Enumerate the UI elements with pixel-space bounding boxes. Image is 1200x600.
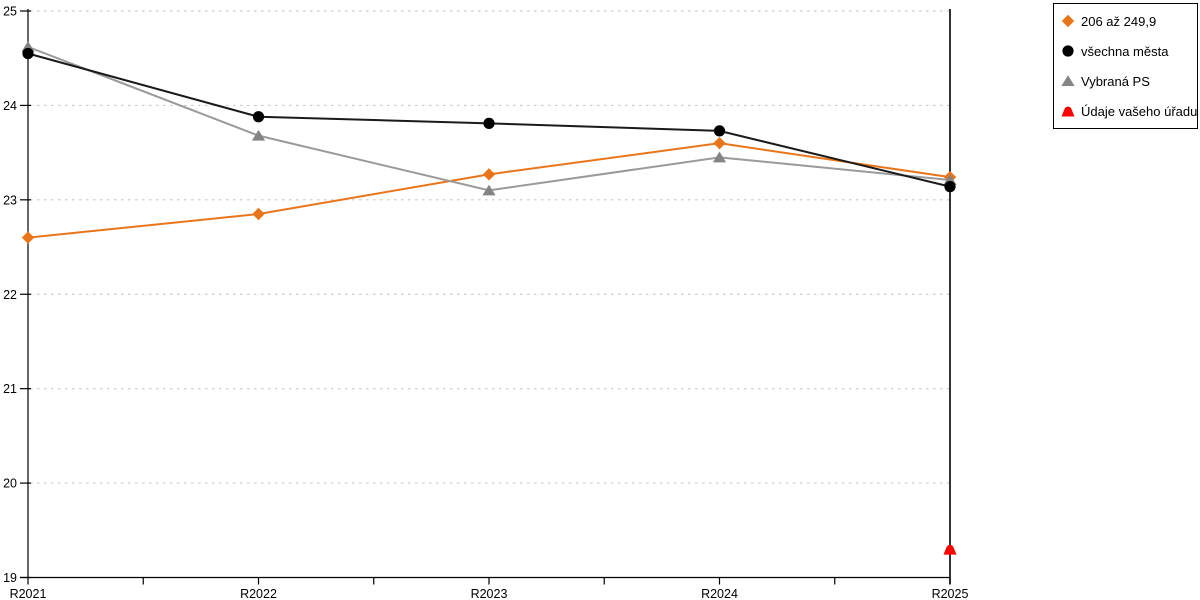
legend-label: všechna města	[1081, 43, 1169, 59]
diamond-icon	[1060, 14, 1076, 28]
svg-text:20: 20	[3, 477, 17, 491]
legend-item-206-az-249: 206 až 249,9	[1060, 14, 1195, 28]
svg-text:R2023: R2023	[471, 587, 508, 600]
axes	[20, 9, 951, 585]
svg-text:23: 23	[3, 193, 17, 207]
svg-text:R2021: R2021	[10, 587, 47, 600]
legend-label: 206 až 249,9	[1081, 13, 1157, 29]
legend-label: Vybraná PS	[1081, 73, 1150, 89]
rounded-triangle-icon	[1060, 104, 1076, 118]
gridlines	[30, 10, 950, 484]
series-1	[21, 136, 957, 244]
legend-label: Údaje vašeho úřadu	[1081, 103, 1198, 119]
legend-item-vybrana-ps: Vybraná PS	[1060, 74, 1195, 88]
svg-text:21: 21	[3, 382, 17, 396]
x-axis-labels: R2021 R2022 R2023 R2024 R2025	[10, 587, 969, 600]
y-axis-labels: 19 20 21 22 23 24 25	[3, 5, 17, 586]
svg-text:22: 22	[3, 288, 17, 302]
series-4	[943, 544, 957, 555]
svg-text:R2024: R2024	[701, 587, 738, 600]
circle-icon	[1060, 44, 1076, 58]
svg-text:R2022: R2022	[240, 587, 277, 600]
series-2	[22, 47, 956, 193]
svg-text:R2025: R2025	[932, 587, 969, 600]
triangle-icon	[1060, 74, 1076, 88]
svg-text:24: 24	[3, 99, 17, 113]
svg-text:19: 19	[3, 571, 17, 585]
legend-item-vsechna-mesta: všechna města	[1060, 44, 1195, 58]
legend-item-udaje-vaseho-uradu: Údaje vašeho úřadu	[1060, 103, 1198, 119]
svg-text:25: 25	[3, 5, 17, 19]
legend: 206 až 249,9 všechna města Vybraná PS Úd…	[1053, 3, 1198, 129]
